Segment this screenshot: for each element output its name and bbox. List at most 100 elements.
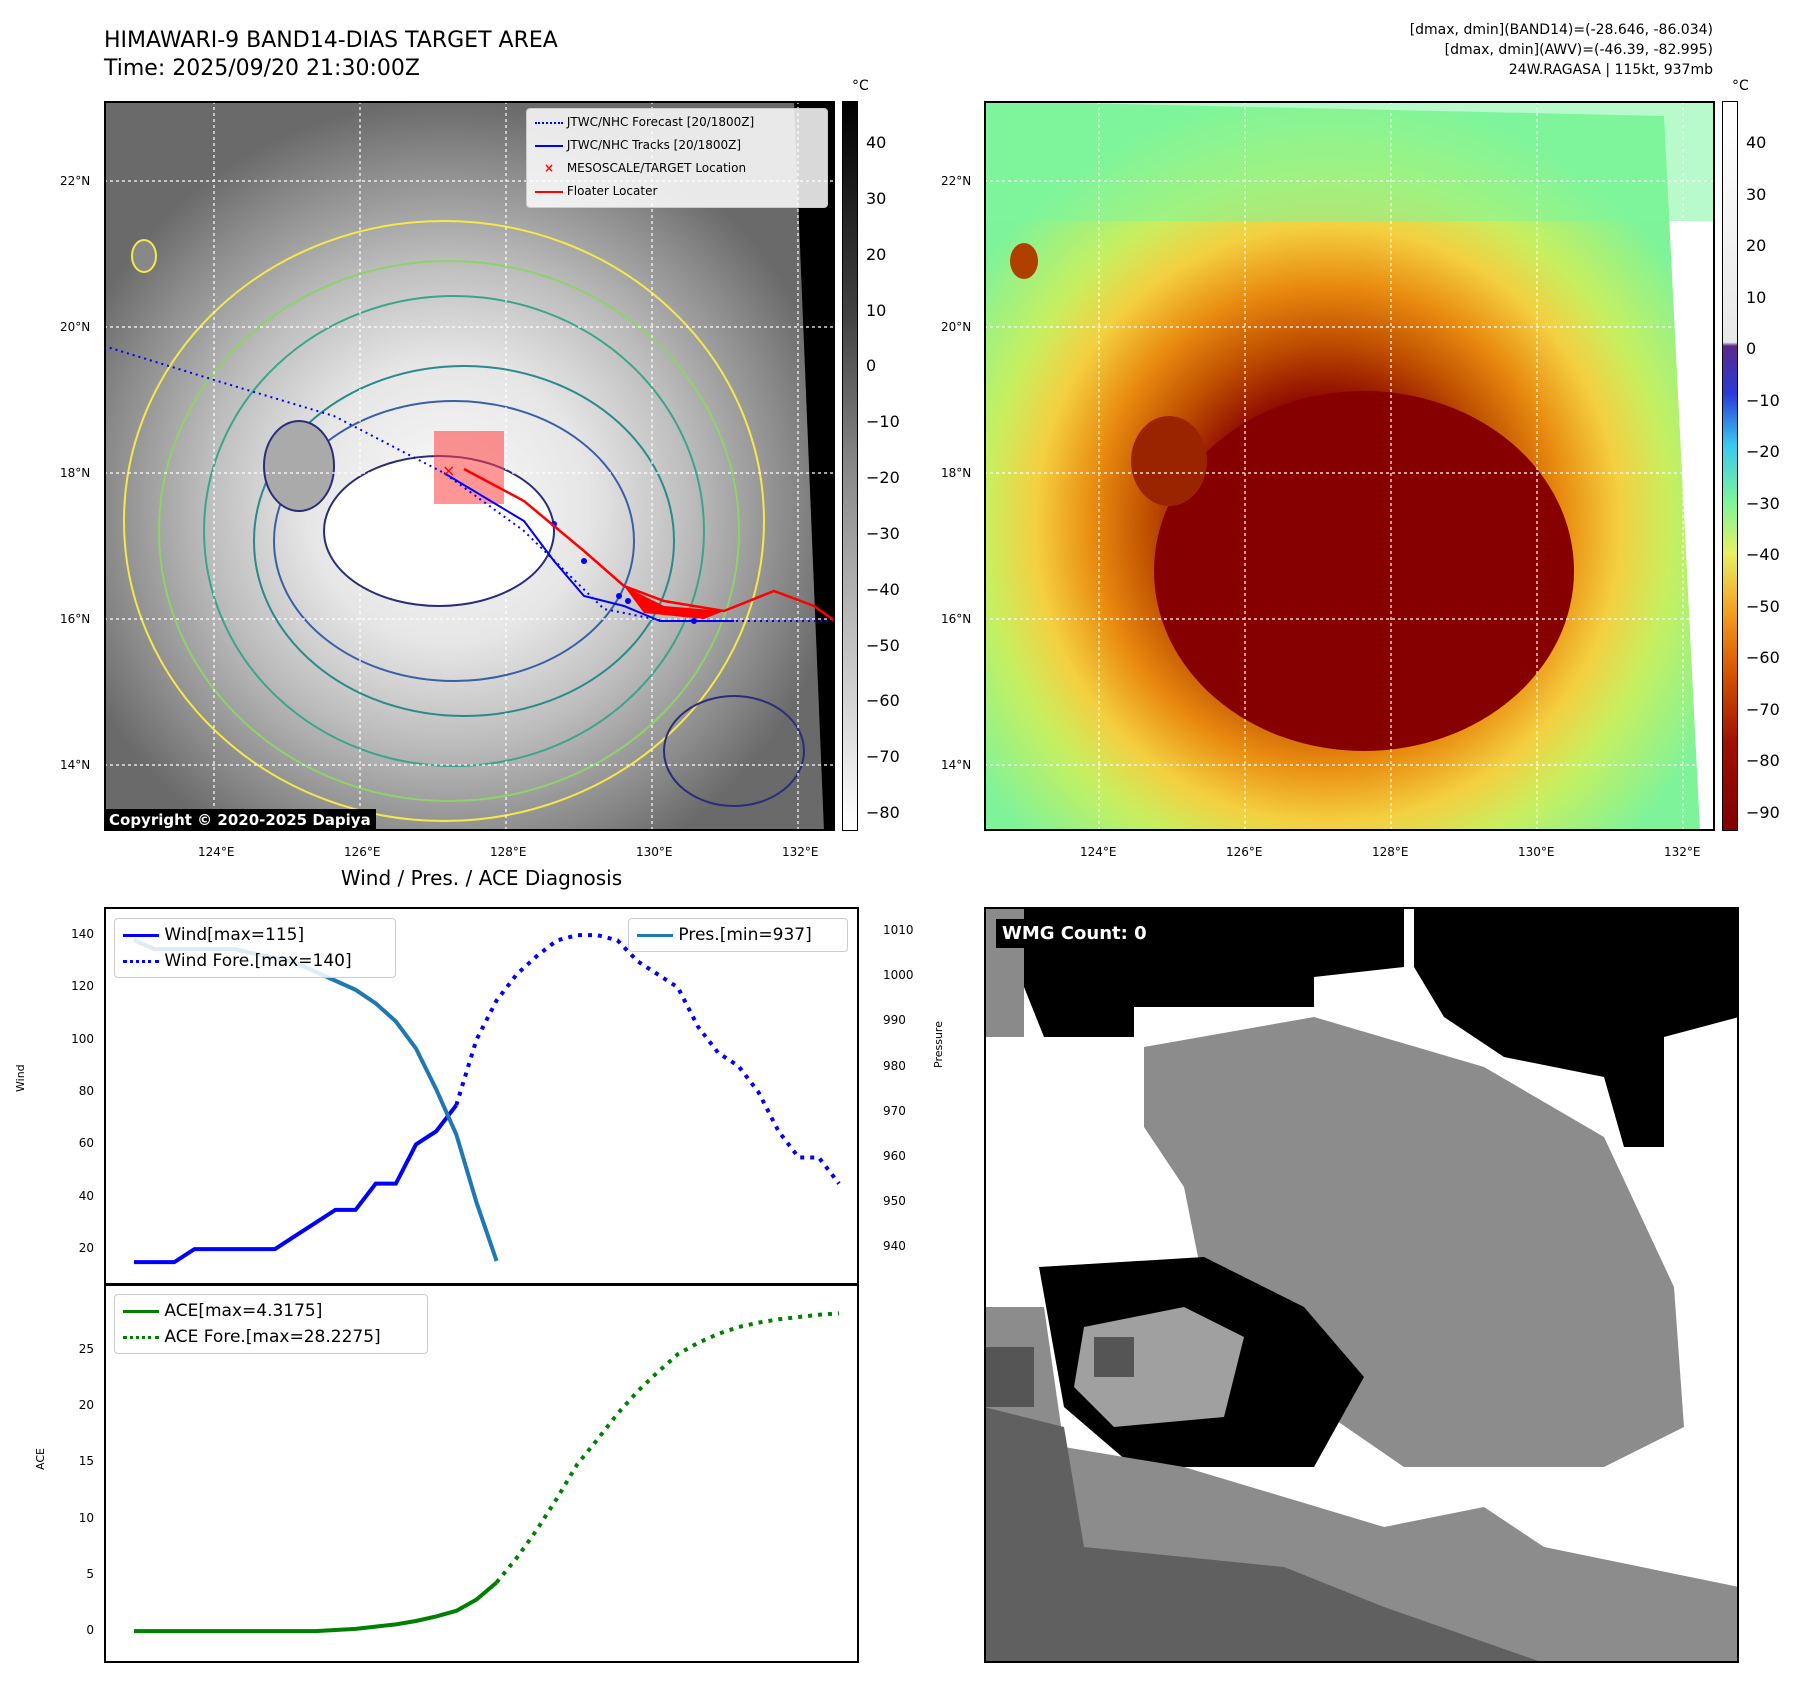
pressure-axis-label: Pressure (932, 1021, 945, 1068)
legend-entry-tracks: JTWC/NHC Tracks [20/1800Z] (535, 138, 741, 152)
lon-label: 128°E (490, 845, 527, 859)
lat-label: 14°N (941, 758, 972, 772)
colorbar-tick-label: 40 (1746, 133, 1767, 152)
colorbar-tick-label: 10 (866, 300, 887, 320)
legend-label: Wind Fore.[max=140] (164, 951, 352, 971)
lat-label: 20°N (941, 320, 972, 334)
legend-label: Pres.[min=937] (678, 925, 812, 945)
colorbar-tick-label: −20 (866, 468, 900, 487)
y-right-tick-label: 970 (883, 1103, 906, 1118)
legend-label: JTWC/NHC Forecast [20/1800Z] (566, 115, 755, 129)
y-tick-label: 15 (78, 1454, 94, 1469)
y-right-tick-label: 1000 (883, 968, 914, 983)
y-tick-label: 100 (71, 1031, 94, 1046)
ace-axis-label: ACE (34, 1448, 47, 1470)
lon-label: 132°E (1664, 845, 1701, 859)
lon-label: 132°E (782, 845, 819, 859)
lat-label: 16°N (941, 612, 972, 626)
pressure-legend: Pres.[min=937] (628, 918, 848, 952)
right-map-frame (984, 101, 1715, 831)
title-line2: Time: 2025/09/20 21:30:00Z (104, 56, 420, 81)
colorbar-tick-label: −30 (866, 523, 900, 543)
right-colorbar (1722, 101, 1738, 831)
floater-line-icon (535, 190, 563, 193)
series-line-0 (134, 1103, 458, 1265)
colorbar-tick-label: −30 (1746, 493, 1780, 513)
y-tick-label: 80 (78, 1084, 94, 1099)
y-right-tick-label: 960 (883, 1149, 906, 1163)
colorbar-tick-label: −40 (866, 579, 900, 599)
colorbar-tick-label: 20 (1746, 236, 1767, 256)
lat-label: 22°N (60, 174, 91, 188)
left-colorbar-unit: °C (852, 78, 869, 94)
y-tick-label: 140 (71, 927, 94, 942)
colorbar-tick-label: −70 (866, 747, 900, 767)
legend-entry-pressure: Pres.[min=937] (637, 925, 812, 945)
lat-label: 20°N (60, 320, 91, 334)
colorbar-tick-label: 20 (866, 244, 887, 264)
y-tick-label: 20 (78, 1241, 94, 1256)
colorbar-tick-label: −50 (866, 635, 900, 655)
left-map-image: × (104, 101, 835, 831)
legend-label: Wind[max=115] (164, 925, 305, 945)
series-line-1 (454, 933, 841, 1185)
lon-label: 126°E (344, 845, 381, 859)
lon-label: 124°E (1080, 845, 1117, 859)
legend-entry-target: × MESOSCALE/TARGET Location (535, 161, 746, 175)
colorbar-tick-label: 30 (866, 188, 887, 208)
y-tick-label: 40 (78, 1188, 94, 1203)
title-line1: HIMAWARI-9 BAND14-DIAS TARGET AREA (104, 28, 558, 53)
right-map-image (984, 101, 1715, 831)
legend-entry-wind: Wind[max=115] (123, 925, 304, 945)
colorbar-tick-label: −80 (866, 803, 900, 822)
legend-entry-floater: Floater Locater (535, 184, 657, 198)
wmg-frame (984, 907, 1739, 1663)
ace-forecast-line-icon (123, 1335, 159, 1339)
colorbar-tick-label: −40 (1746, 545, 1780, 565)
y-tick-label: 5 (86, 1566, 94, 1581)
legend-entry-wind-forecast: Wind Fore.[max=140] (123, 951, 352, 971)
colorbar-tick-label: 30 (1746, 184, 1767, 204)
colorbar-tick-label: −90 (1746, 803, 1780, 822)
legend-entry-forecast: JTWC/NHC Forecast [20/1800Z] (535, 115, 754, 129)
track-line-icon (535, 144, 563, 147)
lon-label: 130°E (1518, 845, 1555, 859)
wind-forecast-line-icon (123, 959, 159, 963)
colorbar-tick-label: −60 (866, 691, 900, 711)
pressure-line-icon (637, 933, 673, 937)
lon-label: 128°E (1372, 845, 1409, 859)
colorbar-tick-label: −70 (1746, 699, 1780, 719)
svg-text:×: × (442, 461, 455, 480)
colorbar-tick-label: −80 (1746, 751, 1780, 771)
legend-label: MESOSCALE/TARGET Location (566, 161, 747, 175)
colorbar-tick-label: −10 (866, 412, 900, 432)
y-right-tick-label: 940 (883, 1239, 906, 1254)
series-line-0 (134, 1580, 498, 1634)
info-line3: 24W.RAGASA | 115kt, 937mb (1508, 62, 1713, 78)
y-right-tick-label: 990 (883, 1013, 906, 1028)
colorbar-tick-label: 10 (1746, 287, 1767, 307)
left-map: × Copyright © 2020-2025 Dapiya (104, 101, 835, 831)
legend-label: ACE[max=4.3175] (164, 1301, 323, 1321)
series-line-1 (495, 1311, 840, 1584)
legend-entry-ace: ACE[max=4.3175] (123, 1301, 322, 1321)
red-x-icon: × (543, 161, 555, 175)
copyright-label: Copyright © 2020-2025 Dapiya (104, 809, 376, 831)
lat-label: 18°N (60, 466, 91, 480)
info-line2: [dmax, dmin](AWV)=(-46.39, -82.995) (1444, 42, 1713, 58)
colorbar-tick-label: −20 (1746, 442, 1780, 462)
lat-label: 14°N (60, 758, 91, 772)
left-colorbar (842, 101, 858, 831)
wmg-count-label: WMG Count: 0 (996, 919, 1153, 948)
ace-legend: ACE[max=4.3175] ACE Fore.[max=28.2275] (114, 1294, 428, 1354)
y-right-tick-label: 950 (883, 1194, 906, 1209)
y-right-tick-label: 1010 (883, 923, 914, 938)
right-map (984, 101, 1715, 831)
y-tick-label: 0 (86, 1623, 94, 1638)
lon-label: 126°E (1226, 845, 1263, 859)
colorbar-tick-label: 40 (866, 133, 887, 152)
diagnosis-title: Wind / Pres. / ACE Diagnosis (340, 866, 623, 890)
lat-label: 16°N (60, 612, 91, 626)
y-tick-label: 60 (78, 1136, 94, 1151)
wind-line-icon (123, 933, 159, 937)
